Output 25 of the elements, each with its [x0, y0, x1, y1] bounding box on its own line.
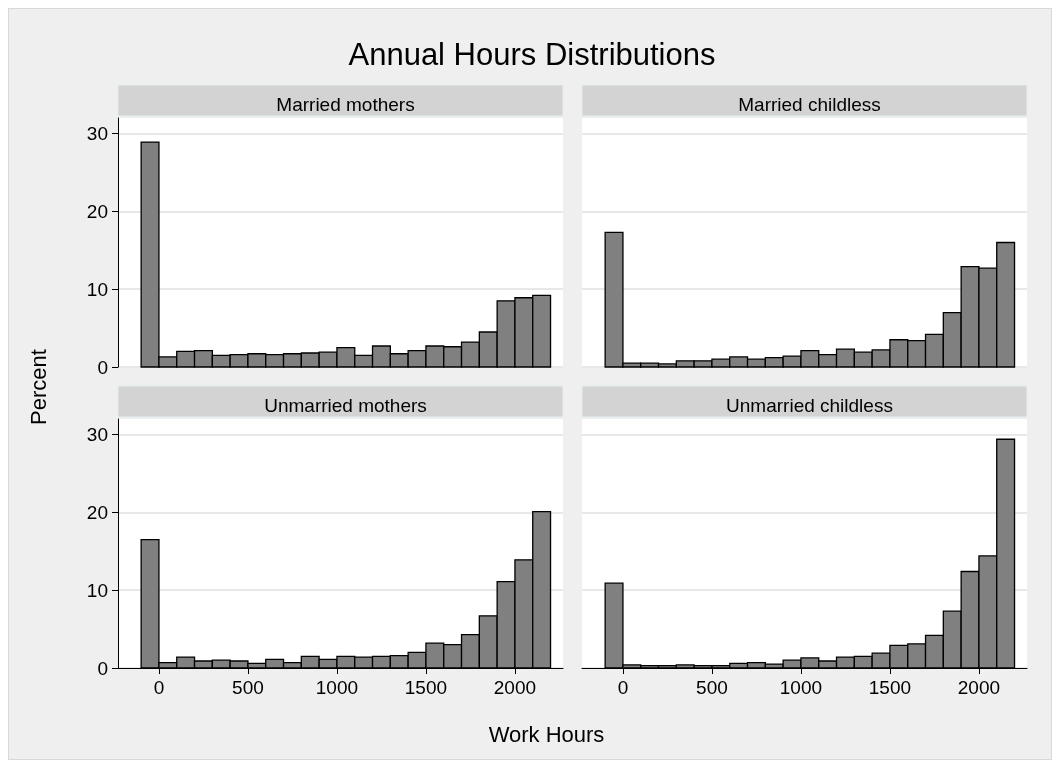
x-tick-label: 2000: [957, 677, 1001, 698]
x-axis-title: Work Hours: [487, 722, 606, 748]
x-tick-label: 500: [232, 677, 264, 698]
chart-title: Married childless: [738, 94, 881, 115]
text: Annual Hours Distributions: [347, 37, 717, 73]
y-tick-label: 0: [97, 657, 108, 679]
y-tick-label: 30: [86, 123, 108, 145]
chart-title: Married mothers: [276, 94, 415, 115]
y-tick-label: 0: [97, 356, 108, 378]
y-tick-label: 20: [86, 501, 108, 523]
x-tick-label: 500: [696, 677, 728, 698]
x-tick-label: 2000: [493, 677, 537, 698]
y-tick-label: 30: [86, 424, 108, 446]
x-tick-label: 1000: [779, 677, 823, 698]
x-tick-label: 0: [617, 677, 629, 698]
y-axis-title: Percent: [26, 349, 52, 425]
x-tick-label: 1000: [315, 677, 359, 698]
chart-title: Unmarried mothers: [264, 395, 427, 416]
x-tick-label: 1500: [404, 677, 448, 698]
y-tick-label: 20: [86, 200, 108, 222]
chart-title: Unmarried childless: [726, 395, 893, 416]
x-tick-label: 1500: [868, 677, 912, 698]
y-tick-label: 10: [86, 579, 108, 601]
y-tick-label: 10: [86, 278, 108, 300]
x-tick-label: 0: [153, 677, 165, 698]
